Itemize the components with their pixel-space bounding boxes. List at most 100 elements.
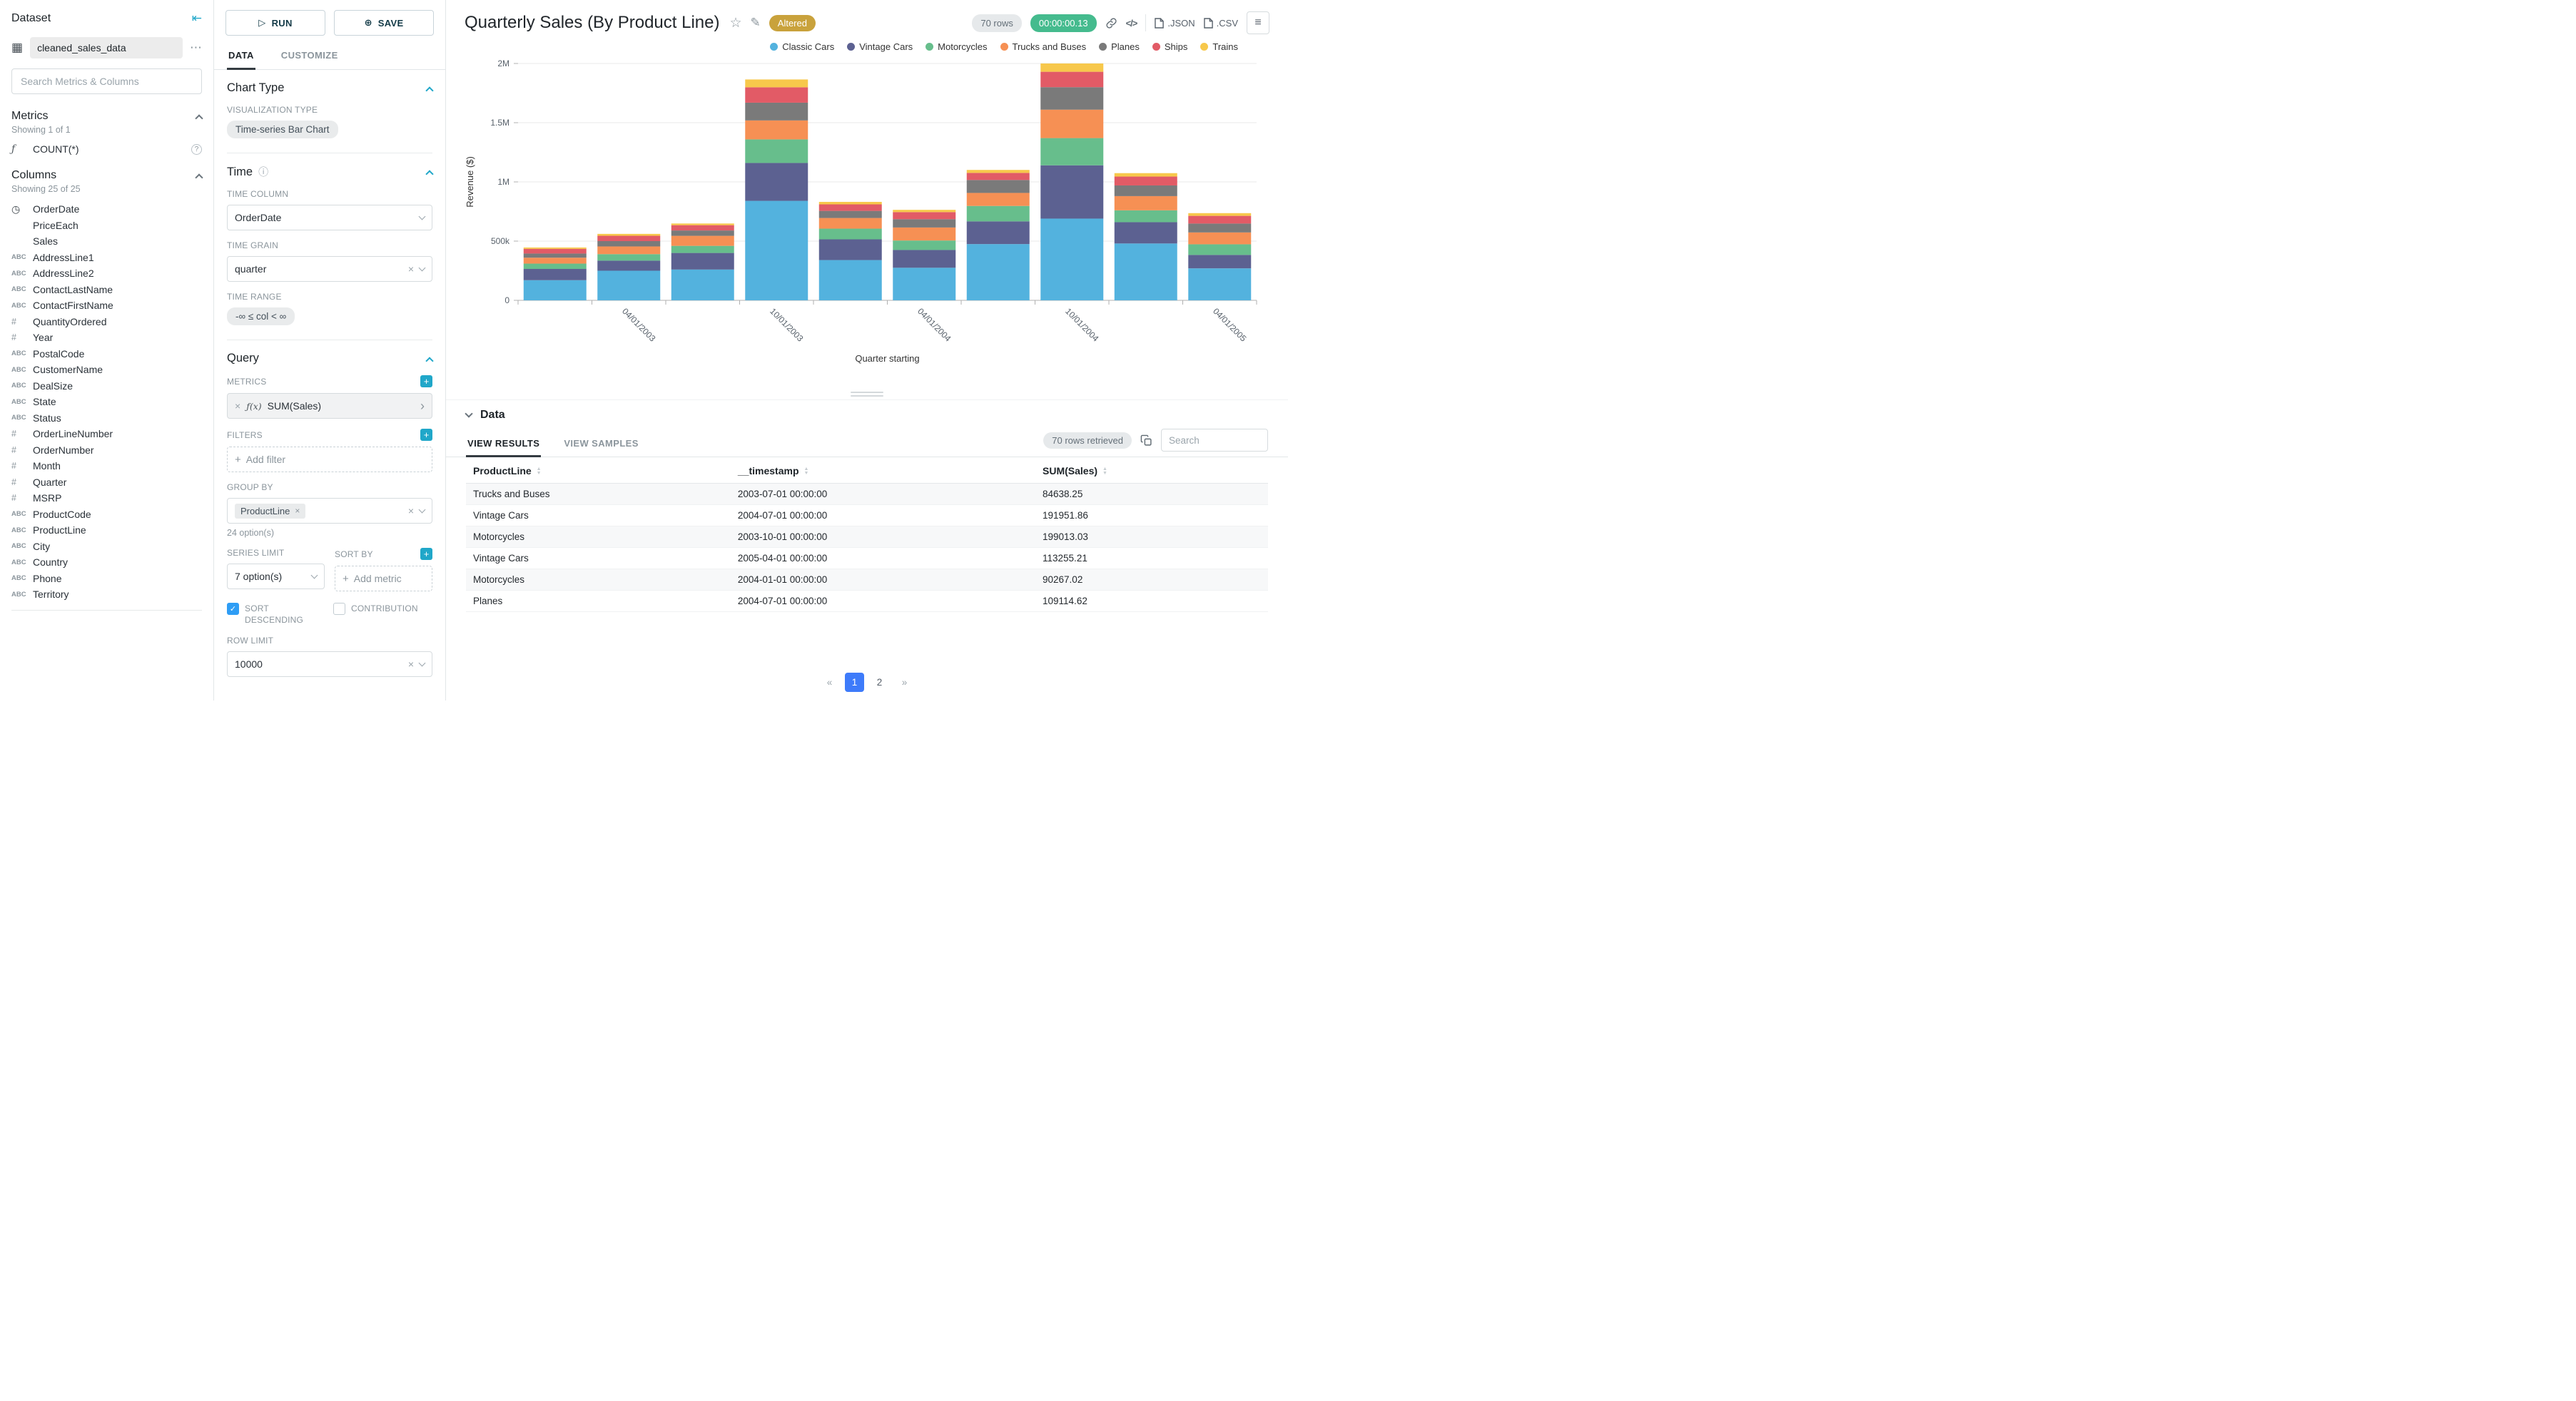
bar-segment-trucks-and-buses[interactable] (1188, 232, 1252, 245)
pagination-prev[interactable]: « (826, 677, 833, 688)
bar-segment-vintage-cars[interactable] (966, 221, 1030, 245)
bar-segment-planes[interactable] (671, 230, 734, 236)
bar-segment-motorcycles[interactable] (671, 245, 734, 253)
more-options-icon[interactable]: ⋯ (190, 41, 202, 54)
column-item[interactable]: ABC AddressLine1 (11, 250, 202, 266)
bar-segment-vintage-cars[interactable] (671, 253, 734, 270)
tab-view-samples[interactable]: VIEW SAMPLES (564, 438, 639, 449)
bar-segment-classic-cars[interactable] (1114, 243, 1177, 300)
bar-segment-motorcycles[interactable] (597, 254, 661, 261)
results-search-input[interactable] (1161, 429, 1268, 452)
bar-segment-trucks-and-buses[interactable] (671, 235, 734, 246)
bar-segment-classic-cars[interactable] (597, 270, 661, 301)
bar-segment-classic-cars[interactable] (671, 269, 734, 300)
legend-item[interactable]: Vintage Cars (847, 41, 913, 52)
download-json-button[interactable]: .JSON (1155, 18, 1195, 29)
column-item[interactable]: # Year (11, 330, 202, 346)
tab-customize[interactable]: CUSTOMIZE (280, 50, 338, 61)
bar-segment-classic-cars[interactable] (1188, 268, 1252, 300)
bar-segment-motorcycles[interactable] (966, 205, 1030, 222)
column-item[interactable]: ABC Territory (11, 586, 202, 603)
bar-segment-motorcycles[interactable] (745, 139, 808, 163)
bar-segment-trains[interactable] (597, 233, 661, 236)
bar-segment-trains[interactable] (1040, 63, 1104, 72)
bar-segment-vintage-cars[interactable] (1040, 165, 1104, 219)
add-filter-box[interactable]: + Add filter (227, 447, 432, 472)
sort-descending-checkbox[interactable]: ✓ (227, 603, 239, 615)
bar-segment-classic-cars[interactable] (818, 260, 882, 300)
column-item[interactable]: # QuantityOrdered (11, 314, 202, 330)
legend-item[interactable]: Motorcycles (926, 41, 988, 52)
info-icon[interactable]: ⓘ (258, 166, 269, 178)
bar-segment-motorcycles[interactable] (818, 228, 882, 240)
column-header[interactable]: SUM(Sales) ▲ ▼ (1035, 459, 1268, 484)
bar-segment-trains[interactable] (523, 247, 587, 249)
bar-segment-planes[interactable] (893, 219, 956, 228)
bar-segment-planes[interactable] (745, 102, 808, 121)
column-item[interactable]: ABC ProductCode (11, 506, 202, 523)
resize-handle[interactable] (446, 389, 1288, 399)
sort-icon[interactable]: ▲ ▼ (537, 467, 542, 476)
collapse-panel-icon[interactable]: ⇤ (191, 11, 202, 25)
column-item[interactable]: # OrderNumber (11, 442, 202, 459)
chevron-down-icon[interactable] (465, 409, 473, 418)
column-item[interactable]: # MSRP (11, 490, 202, 506)
column-header[interactable]: __timestamp ▲ ▼ (730, 459, 1036, 484)
help-icon[interactable]: ? (191, 143, 202, 155)
bar-segment-vintage-cars[interactable] (745, 163, 808, 201)
column-item[interactable]: ◷ OrderDate (11, 201, 202, 218)
bar-segment-motorcycles[interactable] (1040, 138, 1104, 165)
bar-segment-vintage-cars[interactable] (597, 260, 661, 271)
bar-segment-trains[interactable] (966, 170, 1030, 173)
pagination-next[interactable]: » (901, 677, 908, 688)
bar-segment-vintage-cars[interactable] (1188, 255, 1252, 269)
bar-segment-classic-cars[interactable] (745, 200, 808, 300)
bar-segment-trucks-and-buses[interactable] (597, 246, 661, 255)
bar-segment-ships[interactable] (671, 225, 734, 231)
sort-icon[interactable]: ▲ ▼ (804, 467, 809, 476)
column-item[interactable]: ABC ContactLastName (11, 282, 202, 298)
time-grain-select[interactable]: quarter × (227, 256, 432, 282)
star-icon[interactable]: ☆ (729, 15, 742, 31)
legend-item[interactable]: Ships (1152, 41, 1187, 52)
bar-segment-ships[interactable] (745, 87, 808, 103)
column-item[interactable]: # OrderLineNumber (11, 426, 202, 442)
table-row[interactable]: Vintage Cars 2005-04-01 00:00:00 113255.21 (466, 547, 1268, 569)
bar-segment-trucks-and-buses[interactable] (818, 218, 882, 229)
column-item[interactable]: PriceEach (11, 218, 202, 234)
bar-segment-trucks-and-buses[interactable] (1040, 109, 1104, 138)
bar-segment-classic-cars[interactable] (523, 280, 587, 300)
legend-item[interactable]: Trucks and Buses (1000, 41, 1086, 52)
add-sort-metric-icon[interactable]: + (420, 548, 432, 560)
column-header[interactable]: ProductLine ▲ ▼ (466, 459, 731, 484)
bar-segment-trains[interactable] (1188, 213, 1252, 216)
table-row[interactable]: Planes 2004-07-01 00:00:00 109114.62 (466, 590, 1268, 612)
bar-segment-trains[interactable] (893, 210, 956, 213)
time-column-select[interactable]: OrderDate (227, 205, 432, 230)
bar-segment-trucks-and-buses[interactable] (745, 120, 808, 140)
row-limit-select[interactable]: 10000 × (227, 651, 432, 678)
column-item[interactable]: ABC ContactFirstName (11, 297, 202, 314)
legend-item[interactable]: Classic Cars (770, 41, 834, 52)
chevron-up-icon[interactable] (195, 173, 203, 182)
save-button[interactable]: ⊕ SAVE (334, 10, 434, 36)
bar-segment-trains[interactable] (818, 202, 882, 205)
remove-tag-icon[interactable]: × (295, 506, 300, 516)
metric-item[interactable]: ƒ COUNT(*) ? (11, 141, 202, 163)
group-by-tag[interactable]: ProductLine × (235, 503, 306, 519)
edit-icon[interactable]: ✎ (750, 16, 761, 29)
column-item[interactable]: ABC State (11, 394, 202, 410)
column-item[interactable]: ABC City (11, 539, 202, 555)
bar-segment-planes[interactable] (597, 241, 661, 247)
table-row[interactable]: Motorcycles 2004-01-01 00:00:00 90267.02 (466, 569, 1268, 591)
bar-segment-motorcycles[interactable] (1114, 210, 1177, 223)
bar-segment-trains[interactable] (671, 223, 734, 225)
table-row[interactable]: Motorcycles 2003-10-01 00:00:00 199013.03 (466, 526, 1268, 548)
column-item[interactable]: ABC PostalCode (11, 346, 202, 362)
clear-icon[interactable]: × (407, 505, 414, 516)
bar-segment-motorcycles[interactable] (1188, 244, 1252, 255)
dataset-name[interactable]: cleaned_sales_data (30, 37, 183, 58)
pagination-page-1[interactable]: 1 (845, 673, 864, 692)
add-sort-metric-box[interactable]: + Add metric (335, 566, 432, 591)
column-item[interactable]: Sales (11, 233, 202, 250)
